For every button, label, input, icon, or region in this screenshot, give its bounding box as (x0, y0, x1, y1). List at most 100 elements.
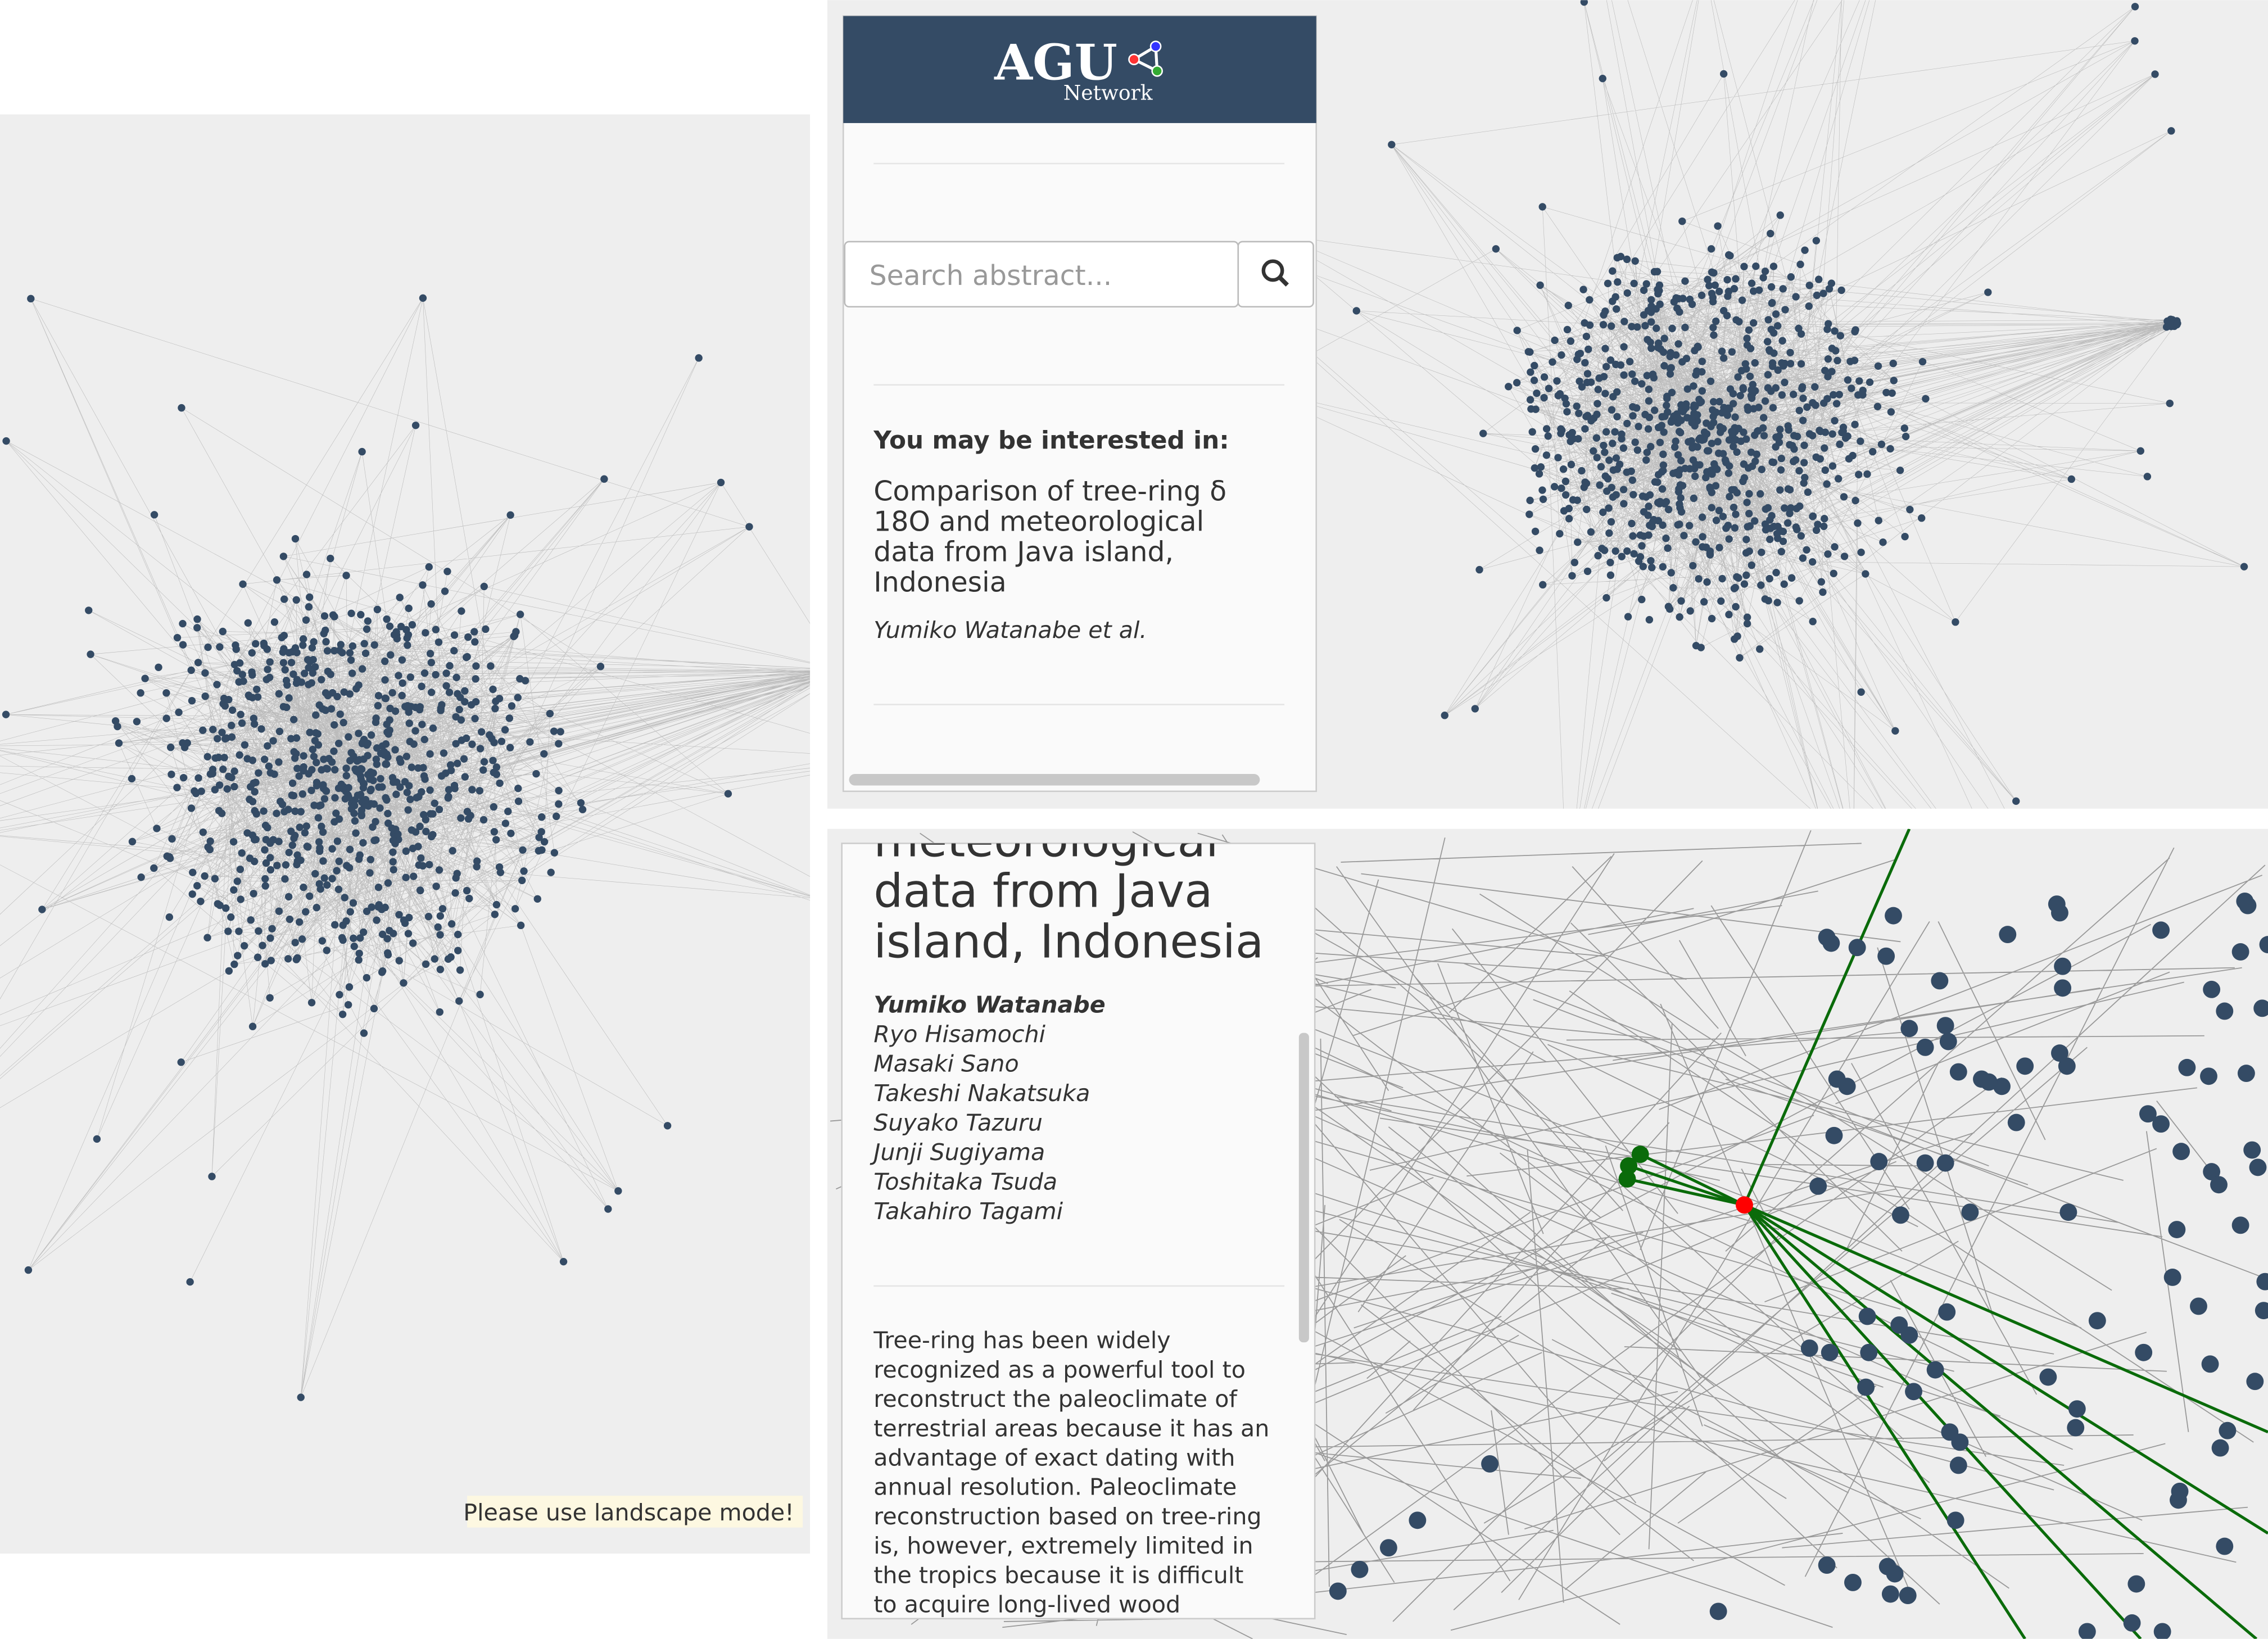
node (1563, 408, 1571, 416)
node (1699, 533, 1706, 541)
node (1786, 360, 1795, 368)
node (1645, 615, 1654, 624)
node (492, 763, 501, 771)
node (1772, 569, 1780, 577)
node (1609, 393, 1617, 401)
search-button[interactable] (1237, 241, 1314, 308)
node (308, 766, 316, 774)
scrollbar[interactable] (1298, 1033, 1309, 1343)
node (471, 714, 479, 723)
node (273, 862, 281, 870)
node (497, 737, 506, 745)
node (346, 845, 354, 853)
node (1667, 348, 1674, 357)
node (227, 913, 235, 921)
node (310, 802, 318, 809)
card (841, 843, 1316, 1620)
node (410, 872, 418, 880)
node (1831, 416, 1839, 425)
node (238, 671, 246, 678)
node (406, 795, 414, 803)
node (1709, 1602, 1727, 1620)
node (1698, 513, 1706, 521)
node (1620, 500, 1628, 508)
node (1554, 454, 1562, 461)
node (495, 695, 504, 703)
node (473, 857, 481, 865)
node (1828, 1070, 1846, 1088)
node (225, 967, 233, 975)
node (1658, 422, 1665, 429)
node (224, 927, 232, 935)
node (1744, 523, 1751, 531)
node (291, 754, 299, 762)
node (193, 615, 201, 623)
node (435, 805, 443, 813)
node (1732, 510, 1740, 518)
node (511, 905, 519, 913)
node (1926, 1361, 1944, 1379)
node (559, 1257, 568, 1266)
node (247, 916, 255, 924)
node (1683, 414, 1691, 422)
node (1708, 470, 1716, 478)
node (1824, 373, 1832, 381)
node (1709, 413, 1717, 420)
node (514, 784, 522, 793)
node (1759, 424, 1767, 432)
node (1778, 391, 1786, 399)
node (1666, 364, 1674, 373)
node (378, 783, 386, 791)
node (1799, 554, 1807, 562)
node (449, 846, 456, 855)
node (2237, 1065, 2255, 1083)
node (288, 841, 297, 849)
node (255, 769, 262, 777)
detail-title: meteorological (873, 814, 1219, 868)
node (1840, 553, 1849, 560)
node (2231, 1216, 2249, 1234)
node (1875, 517, 1882, 524)
node (578, 805, 587, 813)
node (2007, 1113, 2025, 1131)
node (373, 605, 382, 614)
node (1578, 467, 1586, 475)
node (293, 764, 301, 772)
node (327, 554, 334, 563)
node (318, 937, 327, 945)
node (300, 883, 307, 891)
node (222, 904, 230, 912)
node (553, 812, 560, 821)
node (1774, 366, 1782, 374)
node (1542, 451, 1551, 459)
node (1831, 543, 1839, 551)
node (1739, 477, 1747, 486)
node (313, 904, 320, 912)
node (432, 671, 440, 679)
node (361, 796, 370, 804)
node (355, 730, 363, 737)
node (472, 675, 479, 683)
node (455, 997, 463, 1005)
node (1718, 347, 1726, 355)
node (1658, 485, 1667, 493)
node (1858, 1307, 1876, 1325)
node (334, 885, 343, 893)
node (1863, 470, 1871, 478)
node (251, 807, 259, 815)
node (239, 677, 247, 685)
node (1602, 428, 1610, 436)
node (1830, 569, 1837, 577)
node (1707, 245, 1715, 253)
node (1704, 275, 1712, 284)
card (842, 15, 1318, 793)
node (1647, 556, 1655, 565)
node (1813, 291, 1821, 300)
node (1767, 325, 1776, 333)
node (320, 874, 328, 882)
node (1642, 493, 1650, 501)
node (1594, 400, 1601, 408)
node (1542, 425, 1551, 433)
scrollbar[interactable] (849, 773, 1260, 786)
